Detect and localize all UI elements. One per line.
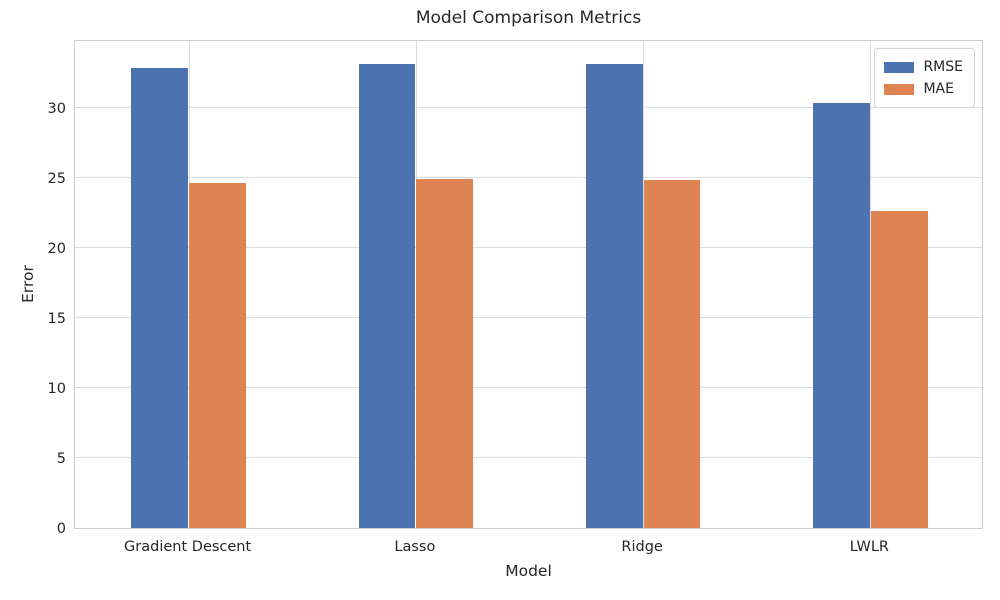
gridline-y-10 [75,387,982,389]
y-tick-label-30: 30 [47,101,66,118]
x-tick-label-lwlr: LWLR [849,539,889,555]
bar-mae-lasso [416,179,474,528]
bar-mae-lwlr [870,210,928,528]
bar-rmse-lasso [358,63,416,528]
bar-rmse-ridge [585,63,643,528]
y-tick-label-10: 10 [47,381,66,397]
legend: RMSE MAE [874,48,975,108]
bar-rmse-lwlr [813,103,870,528]
x-tick-label-lasso: Lasso [394,539,436,555]
legend-swatch-rmse [884,61,915,73]
legend-item-rmse: RMSE [884,56,963,78]
plot-area: RMSE MAE [74,40,983,529]
x-tick-label-gradient-descent: Gradient Descent [124,539,252,555]
gridline-y-20 [75,247,982,249]
y-tick-label-0: 0 [56,521,66,537]
y-tick-label-25: 25 [47,171,66,187]
y-tick-label-15: 15 [47,311,66,327]
bar-mae-gradient-descent [189,182,246,528]
x-tick-label-ridge: Ridge [621,539,663,555]
legend-item-mae: MAE [884,78,963,100]
x-axis-label: Model [505,562,552,580]
gridline-y-25 [75,177,982,179]
gridline-y-5 [75,457,982,459]
legend-swatch-mae [884,83,915,95]
legend-label-mae: MAE [923,81,954,97]
y-tick-label-5: 5 [56,451,66,467]
chart-title: Model Comparison Metrics [415,8,642,28]
legend-label-rmse: RMSE [923,59,963,75]
gridline-y-30 [75,107,982,109]
bar-rmse-gradient-descent [131,68,189,528]
y-tick-label-20: 20 [47,241,66,257]
bar-mae-ridge [643,180,701,528]
gridline-y-15 [75,317,982,319]
y-axis-label: Error [19,265,37,303]
